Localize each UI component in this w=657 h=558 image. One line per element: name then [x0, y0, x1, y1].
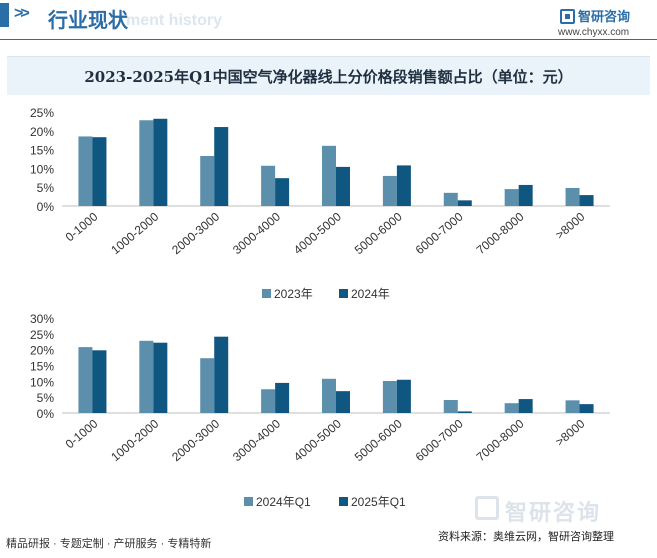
bar-2024年-4000-5000 [336, 166, 350, 206]
chart-2023-2024: 0% 5% 10% 15% 20% 25% 0-1000 1000-2000 2000-3000… [30, 106, 610, 300]
legend-label: 2024年 [351, 287, 390, 300]
chart-2024q1-2025q1: 0% 5% 10%15% 20% 25% 30% 0-1000 1000-2000 2000-3… [30, 312, 610, 509]
bar-2025年Q1-7000-8000 [518, 399, 533, 413]
site-url: www.chyxx.com [558, 27, 630, 38]
y-tick-label: 20% [30, 125, 54, 139]
x-tick-label: >8000 [553, 209, 588, 242]
bar-2023年-7000-8000 [504, 189, 519, 206]
bar-2024年Q1-1000-2000 [139, 340, 154, 413]
x-tick-label: 3000-4000 [230, 416, 283, 464]
bar-2024年Q1-4000-5000 [322, 378, 336, 413]
x-tick-label: 1000-2000 [108, 209, 161, 257]
page-header: >> 行业现状 ment history 智研咨询 www.chyxx.com [0, 0, 657, 40]
x-tick-label: 3000-4000 [230, 209, 283, 257]
bar-2024年-1000-2000 [153, 118, 168, 206]
legend-swatch [339, 289, 348, 298]
brand-logo: 智研咨询 [560, 6, 630, 25]
bar-2025年Q1-4000-5000 [336, 391, 350, 413]
bar-2024年-7000-8000 [518, 184, 533, 206]
x-tick-label: 6000-7000 [413, 416, 466, 464]
bar-2024年Q1-2000-3000 [200, 358, 215, 413]
data-source: 资料来源：奥维云网，智研咨询整理 [438, 531, 614, 543]
y-tick-label: 20% [30, 344, 54, 358]
page-footer: 精品研报 · 专题定制 · 产研服务 · 专精特新 资料来源：奥维云网，智研咨询… [0, 528, 657, 558]
legend-swatch [262, 289, 271, 298]
x-tick-label: 7000-8000 [474, 416, 527, 464]
bar-2024年->8000 [579, 195, 594, 206]
bar-2023年-1000-2000 [139, 120, 154, 206]
bar-2023年-4000-5000 [322, 145, 336, 206]
x-tick-label: 0-1000 [63, 416, 101, 451]
bar-2023年->8000 [565, 187, 580, 206]
bar-2023年-5000-6000 [382, 175, 397, 206]
bar-2024年-6000-7000 [457, 200, 472, 206]
bar-2024年Q1-0-1000 [78, 347, 93, 413]
watermark-logo-icon [475, 496, 499, 520]
bar-2025年Q1-3000-4000 [275, 382, 290, 413]
bar-2023年-0-1000 [78, 136, 93, 206]
x-tick-label: 2000-3000 [169, 209, 222, 257]
y-tick-label: 5% [37, 391, 55, 405]
bar-2024年-2000-3000 [214, 127, 229, 206]
watermark-text: 智研咨询 [505, 500, 602, 525]
legend-swatch [244, 497, 253, 506]
bar-2024年Q1-5000-6000 [382, 381, 397, 413]
x-tick-label: 6000-7000 [413, 209, 466, 257]
header-ghost-text: ment history [126, 12, 223, 29]
chevron-right-icon: >> [14, 5, 30, 22]
x-tick-label: 0-1000 [63, 209, 101, 244]
y-tick-label: 0% [37, 407, 55, 421]
bar-2024年-3000-4000 [275, 178, 290, 206]
x-tick-label: 1000-2000 [108, 416, 161, 464]
y-tick-label: 0% [37, 200, 55, 214]
section-title: 行业现状 [48, 10, 128, 32]
y-tick-label: 25% [30, 106, 54, 120]
bar-2024年Q1-6000-7000 [443, 400, 458, 413]
x-tick-label: 5000-6000 [352, 416, 405, 464]
x-tick-label: 4000-5000 [291, 209, 344, 257]
y-tick-label: 15% [30, 144, 54, 158]
y-tick-label: 30% [30, 312, 54, 326]
bar-2023年-6000-7000 [443, 192, 458, 206]
bar-2025年Q1-1000-2000 [153, 342, 168, 413]
bar-2024年-5000-6000 [396, 165, 411, 206]
footer-services: 精品研报 · 专题定制 · 产研服务 · 专精特新 [6, 538, 212, 550]
bar-2025年Q1->8000 [579, 404, 594, 413]
header-divider [0, 39, 657, 40]
bar-2025年Q1-2000-3000 [214, 336, 229, 413]
bar-2024年Q1-3000-4000 [261, 389, 276, 413]
y-tick-label: 10% [30, 375, 54, 389]
header-accent-bar [0, 3, 9, 27]
x-tick-label: 5000-6000 [352, 209, 405, 257]
x-tick-label: >8000 [553, 416, 588, 449]
bar-2023年-3000-4000 [261, 165, 276, 206]
legend-label: 2024年Q1 [256, 495, 311, 509]
legend-label: 2025年Q1 [351, 495, 406, 509]
bar-2024年Q1-7000-8000 [504, 403, 519, 413]
x-tick-label: 2000-3000 [169, 416, 222, 464]
logo-icon [560, 9, 575, 24]
y-tick-label: 25% [30, 328, 54, 342]
bar-2025年Q1-5000-6000 [396, 379, 411, 413]
bar-2024年Q1->8000 [565, 400, 580, 413]
chart-title: 2023-2025年Q1中国空气净化器线上分价格段销售额占比（单位：元） [7, 56, 650, 95]
x-tick-label: 4000-5000 [291, 416, 344, 464]
x-tick-label: 7000-8000 [474, 209, 527, 257]
bar-2025年Q1-6000-7000 [457, 411, 472, 413]
bar-2025年Q1-0-1000 [92, 350, 107, 413]
y-tick-label: 5% [37, 181, 55, 195]
legend-swatch [339, 497, 348, 506]
bar-2024年-0-1000 [92, 137, 107, 206]
legend-label: 2023年 [274, 287, 313, 300]
logo-text: 智研咨询 [578, 9, 631, 24]
y-tick-label: 10% [30, 162, 54, 176]
y-tick-label: 15% [30, 360, 54, 374]
bar-2023年-2000-3000 [200, 155, 215, 206]
